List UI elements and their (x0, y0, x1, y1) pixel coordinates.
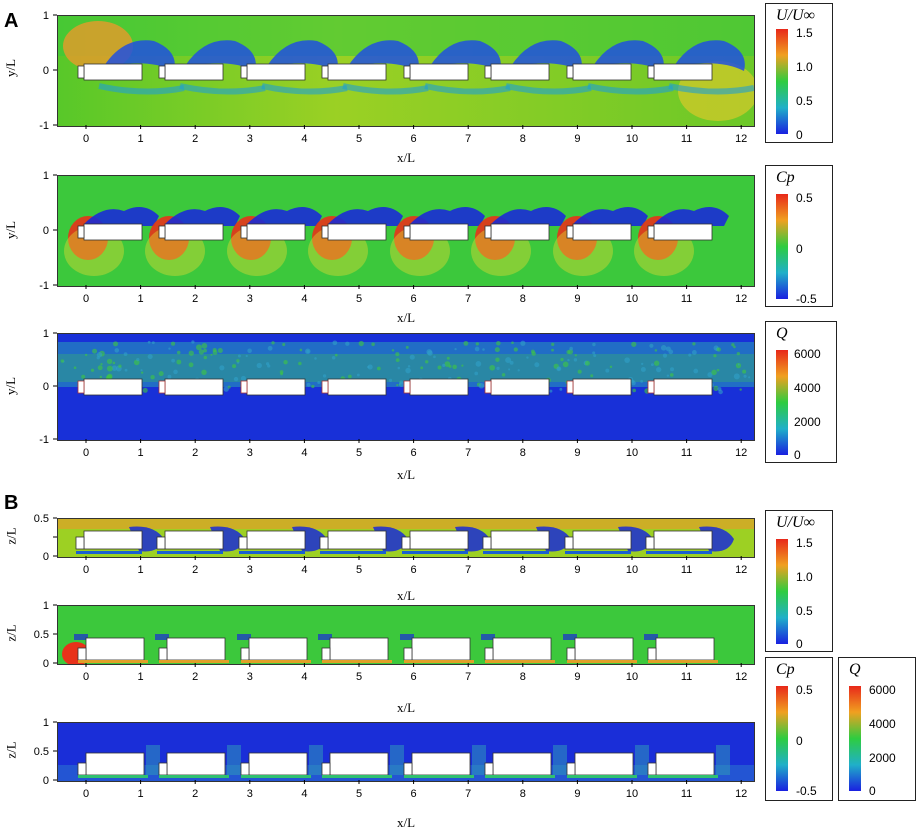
x-tick-label: 6 (411, 788, 417, 800)
x-tick-label: 11 (681, 564, 692, 576)
colorbar-tick: 1.0 (796, 570, 813, 584)
x-tick-label: 11 (681, 671, 692, 683)
colorbar-velocity-b: U/U∞ 1.5 1.0 0.5 0 (765, 510, 833, 652)
z-axis-label-b3: z/L (4, 741, 20, 758)
z-axis-label-b2: z/L (4, 624, 20, 641)
x-tick-label: 1 (138, 564, 144, 576)
x-tick-label: 10 (626, 564, 638, 576)
colorbar-qcrit-b: Q 6000 4000 2000 0 (838, 657, 916, 801)
colorbar-title: Cp (776, 661, 795, 679)
x-tick-label: 10 (626, 671, 638, 683)
colorbar-gradient (776, 686, 788, 791)
x-tick-label: 1 (138, 671, 144, 683)
y-tick-label: 0.5 (34, 629, 49, 641)
x-tick-label: 7 (465, 564, 471, 576)
y-tick-label: 0.5 (34, 746, 49, 758)
x-tick-label: 2 (192, 671, 198, 683)
x-tick-label: 12 (735, 564, 747, 576)
x-tick-label: 4 (301, 671, 307, 683)
x-tick-label: 2 (192, 788, 198, 800)
x-tick-label: 5 (356, 671, 362, 683)
x-tick-label: 6 (411, 564, 417, 576)
colorbar-gradient (849, 686, 861, 791)
colorbar-tick: -0.5 (796, 784, 817, 798)
y-tick-label: 0 (43, 775, 49, 787)
colorbar-tick: 1.5 (796, 536, 813, 550)
x-tick-label: 7 (465, 671, 471, 683)
x-tick-label: 3 (247, 671, 253, 683)
y-tick-label: 1 (43, 717, 49, 729)
x-tick-label: 4 (301, 564, 307, 576)
x-tick-label: 11 (681, 788, 692, 800)
x-tick-label: 8 (520, 788, 526, 800)
x-tick-label: 0 (83, 564, 89, 576)
colorbar-tick: 4000 (869, 717, 896, 731)
y-tick-label: 0 (43, 658, 49, 670)
x-tick-label: 2 (192, 564, 198, 576)
x-tick-label: 10 (626, 788, 638, 800)
y-tick-label: 1 (43, 600, 49, 612)
colorbar-tick: 0.5 (796, 604, 813, 618)
x-tick-label: 1 (138, 788, 144, 800)
colorbar-title: U/U∞ (776, 514, 815, 532)
x-tick-label: 4 (301, 788, 307, 800)
x-tick-label: 12 (735, 788, 747, 800)
y-tick-label: 0 (43, 551, 49, 563)
x-axis-label-b1: x/L (397, 588, 415, 604)
x-tick-label: 12 (735, 671, 747, 683)
colorbar-gradient (776, 539, 788, 644)
x-tick-label: 0 (83, 788, 89, 800)
colorbar-tick: 6000 (869, 683, 896, 697)
colorbar-tick: 2000 (869, 751, 896, 765)
x-tick-label: 8 (520, 564, 526, 576)
x-tick-label: 9 (574, 671, 580, 683)
x-tick-label: 7 (465, 788, 471, 800)
x-tick-label: 5 (356, 564, 362, 576)
x-tick-label: 3 (247, 788, 253, 800)
z-axis-label-b1: z/L (4, 527, 20, 544)
colorbar-pressure-b: Cp 0.5 0 -0.5 (765, 657, 833, 801)
x-axis-label-b3: x/L (397, 815, 415, 831)
x-tick-label: 3 (247, 564, 253, 576)
colorbar-tick: 0 (796, 637, 803, 651)
x-tick-label: 6 (411, 671, 417, 683)
colorbar-title: Q (849, 661, 861, 679)
y-tick-label: 0.5 (34, 513, 49, 525)
x-tick-label: 5 (356, 788, 362, 800)
x-tick-label: 9 (574, 564, 580, 576)
x-tick-label: 8 (520, 671, 526, 683)
colorbar-tick: 0.5 (796, 683, 813, 697)
colorbar-tick: 0 (869, 784, 876, 798)
x-tick-label: 9 (574, 788, 580, 800)
x-tick-label: 0 (83, 671, 89, 683)
colorbar-tick: 0 (796, 734, 803, 748)
x-axis-label-b2: x/L (397, 700, 415, 716)
